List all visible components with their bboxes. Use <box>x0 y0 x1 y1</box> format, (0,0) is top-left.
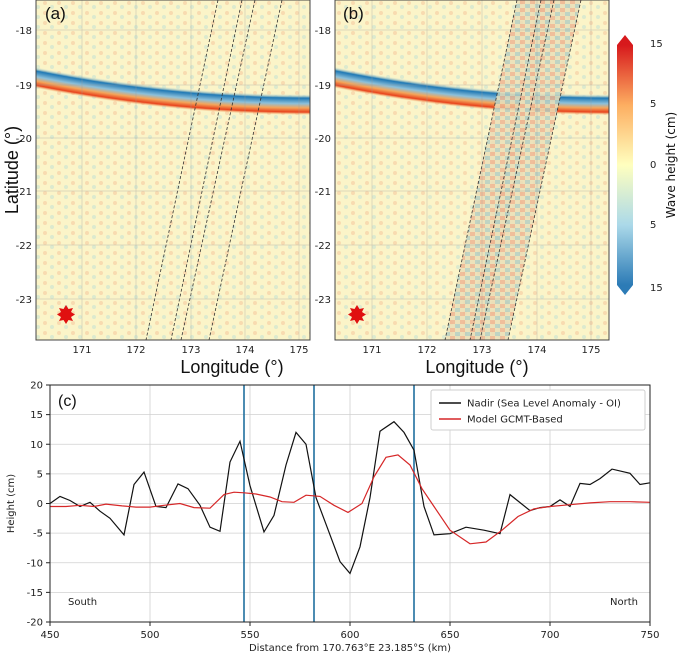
x-tick-label: 600 <box>340 630 359 641</box>
lat-tick: -22 <box>315 241 331 252</box>
legend-entry: Model GCMT-Based <box>467 415 563 426</box>
x-tick-label: 650 <box>440 630 459 641</box>
satellite-tracks-a <box>145 0 283 340</box>
lat-tick: -23 <box>315 295 331 306</box>
epicenter-star-icon <box>57 305 75 324</box>
x-tick-label: 500 <box>140 630 159 641</box>
epicenter-star-icon-b <box>348 305 366 324</box>
lat-tick: -19 <box>16 81 32 92</box>
x-tick-label: 450 <box>40 630 59 641</box>
panel-b-label: (b) <box>343 4 364 23</box>
colorbar-tick: 0 <box>650 160 656 171</box>
series-model-line <box>50 454 651 545</box>
lon-tick: 174 <box>235 345 254 356</box>
lat-tick: -20 <box>16 134 32 145</box>
lon-ticks-b: 171 172 173 174 175 <box>362 345 600 356</box>
line-chart-c: 450 500 550 600 650 700 750 -20 -15 -10 -5 0 5 10 15 20… <box>6 381 660 655</box>
lat-tick: -19 <box>315 81 331 92</box>
lat-tick: -21 <box>315 187 331 198</box>
lon-tick: 175 <box>581 345 600 356</box>
lat-tick: -23 <box>16 295 32 306</box>
map-ylabel: Latitude (°) <box>2 126 22 214</box>
x-tick-label: 550 <box>240 630 259 641</box>
legend-entry: Nadir (Sea Level Anomaly - OI) <box>467 399 621 410</box>
y-tick-label: 0 <box>37 499 43 510</box>
colorbar-tick: 5 <box>650 99 656 110</box>
y-tick-label: 5 <box>37 469 43 480</box>
y-tick-label: 15 <box>30 410 43 421</box>
legend-box <box>430 389 646 431</box>
lat-tick: -22 <box>16 241 32 252</box>
x-tick-label: 700 <box>540 630 559 641</box>
lon-tick: 173 <box>181 345 200 356</box>
lon-tick: 171 <box>362 345 381 356</box>
panel-c-label: (c) <box>58 393 77 410</box>
y-tick-label: 20 <box>30 381 43 392</box>
map-xlabel-a: Longitude (°) <box>180 357 283 377</box>
lat-tick: -20 <box>315 134 331 145</box>
colorbar-tick: 15 <box>650 39 663 50</box>
panel-a-label: (a) <box>45 4 66 23</box>
south-annotation: South <box>68 597 97 608</box>
chart-ylabel: Height (cm) <box>6 474 17 533</box>
x-tick-label: 750 <box>640 630 659 641</box>
series-nadir-line <box>49 420 651 575</box>
y-tick-label: 10 <box>30 440 43 451</box>
lat-ticks-a: -18 -19 -20 -21 -22 -23 <box>16 26 32 306</box>
colorbar: 15 5 0 5 15 Wave height (cm) <box>617 35 678 295</box>
map-xlabel-b: Longitude (°) <box>425 357 528 377</box>
map-panel-a: (a) <box>35 0 311 341</box>
north-annotation: North <box>610 597 638 608</box>
lat-tick: -21 <box>16 187 32 198</box>
lon-tick: 172 <box>126 345 145 356</box>
chart-xlabel: Distance from 170.763°E 23.185°S (km) <box>249 643 451 654</box>
lat-tick: -18 <box>315 26 331 37</box>
colorbar-tick: 15 <box>650 283 663 294</box>
grid-a <box>36 0 310 340</box>
y-tick-label: -15 <box>27 588 43 599</box>
y-tick-label: -5 <box>33 529 43 540</box>
map-panel-b: (b) <box>334 0 610 341</box>
colorbar-tick: 5 <box>650 220 656 231</box>
lon-tick: 174 <box>527 345 546 356</box>
lat-ticks-b: -18 -19 -20 -21 -22 -23 <box>315 26 331 306</box>
lon-tick: 171 <box>72 345 91 356</box>
lon-tick: 172 <box>417 345 436 356</box>
lon-tick: 175 <box>289 345 308 356</box>
lon-tick: 173 <box>472 345 491 356</box>
lat-tick: -18 <box>16 26 32 37</box>
lon-ticks-a: 171 172 173 174 175 <box>72 345 308 356</box>
colorbar-label: Wave height (cm) <box>664 112 678 218</box>
wavefront-a <box>36 0 310 340</box>
y-tick-label: -10 <box>27 558 43 569</box>
y-tick-label: -20 <box>27 618 43 629</box>
